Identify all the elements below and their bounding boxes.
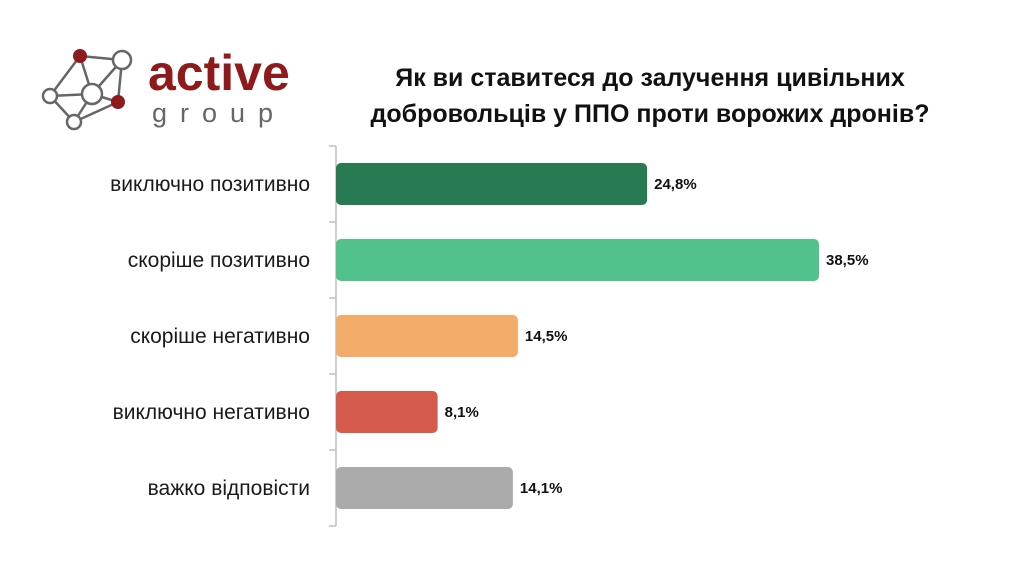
chart-title-line-1: Як ви ставитеся до залучення цивільних <box>395 64 905 92</box>
logo-word: active <box>148 45 290 101</box>
category-label: виключно негативно <box>113 401 310 424</box>
bar <box>336 467 513 509</box>
bar <box>336 163 648 205</box>
category-label: виключно позитивно <box>110 173 310 196</box>
logo-subtitle: group <box>152 98 287 128</box>
data-label: 14,5% <box>525 328 568 345</box>
data-label: 8,1% <box>445 404 479 421</box>
data-label: 38,5% <box>826 252 869 269</box>
category-label: важко відповісти <box>148 477 310 500</box>
bar <box>336 239 819 281</box>
logo: active group <box>40 42 320 132</box>
bar <box>336 315 518 357</box>
network-logo-icon <box>41 49 133 131</box>
chart-title-line-2: добровольців у ППО проти ворожих дронів? <box>370 100 930 128</box>
category-label: скоріше негативно <box>130 325 310 348</box>
data-label: 24,8% <box>654 176 697 193</box>
data-label: 14,1% <box>520 480 563 497</box>
category-label: скоріше позитивно <box>128 249 310 272</box>
chart-title: Як ви ставитеся до залучення цивільних д… <box>330 60 970 132</box>
bar <box>336 391 438 433</box>
